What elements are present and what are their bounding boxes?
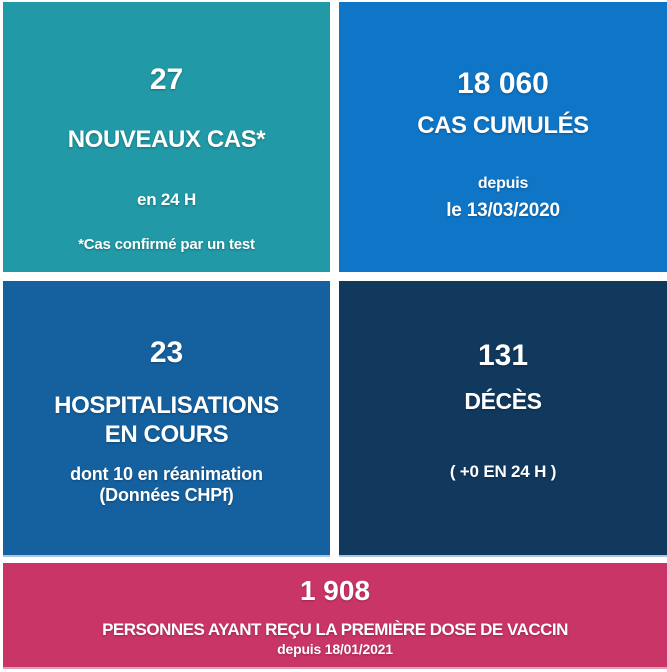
- tile-hospitalizations: 23 HOSPITALISATIONS EN COURS dont 10 en …: [3, 281, 330, 555]
- hospitalizations-label: HOSPITALISATIONS EN COURS: [54, 391, 279, 449]
- vaccination-banner: 1 908 PERSONNES AYANT REÇU LA PREMIÈRE D…: [3, 563, 667, 667]
- vaccination-since-date: depuis 18/01/2021: [277, 641, 393, 657]
- hospitalizations-source-note: (Données CHPf): [99, 485, 234, 505]
- new-cases-footnote: *Cas confirmé par un test: [78, 236, 255, 253]
- deaths-label: DÉCÈS: [464, 388, 542, 414]
- hospitalizations-icu-note: dont 10 en réanimation: [70, 464, 263, 484]
- tile-new-cases: 27 NOUVEAUX CAS* en 24 H *Cas confirmé p…: [3, 2, 330, 272]
- hospitalizations-label-line2: EN COURS: [104, 421, 229, 448]
- cumulative-cases-label: CAS CUMULÉS: [417, 112, 589, 139]
- tile-cumulative-cases: 18 060 CAS CUMULÉS depuis le 13/03/2020: [339, 2, 667, 272]
- cumulative-cases-value: 18 060: [457, 67, 549, 100]
- cumulative-cases-since-word: depuis: [477, 175, 529, 192]
- new-cases-label: NOUVEAUX CAS*: [67, 126, 266, 153]
- stats-grid: 27 NOUVEAUX CAS* en 24 H *Cas confirmé p…: [3, 2, 667, 555]
- new-cases-period: en 24 H: [136, 190, 197, 209]
- hospitalizations-value: 23: [149, 336, 184, 369]
- hospitalizations-label-line1: HOSPITALISATIONS: [54, 392, 279, 419]
- deaths-value: 131: [477, 339, 529, 372]
- cumulative-cases-since-date: le 13/03/2020: [446, 200, 560, 221]
- deaths-delta: ( +0 EN 24 H ): [449, 462, 557, 481]
- tile-deaths: 131 DÉCÈS ( +0 EN 24 H ): [339, 281, 667, 555]
- vaccination-value: 1 908: [299, 575, 371, 606]
- new-cases-value: 27: [149, 63, 184, 96]
- vaccination-label: PERSONNES AYANT REÇU LA PREMIÈRE DOSE DE…: [102, 620, 568, 639]
